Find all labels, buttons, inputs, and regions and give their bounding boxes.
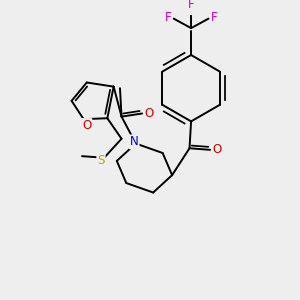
Text: O: O (212, 143, 222, 156)
Text: F: F (188, 0, 194, 11)
Text: F: F (211, 11, 217, 24)
Text: O: O (144, 107, 154, 120)
Text: S: S (97, 154, 105, 167)
Text: N: N (130, 135, 139, 148)
Text: O: O (82, 119, 92, 132)
Text: F: F (165, 11, 171, 24)
